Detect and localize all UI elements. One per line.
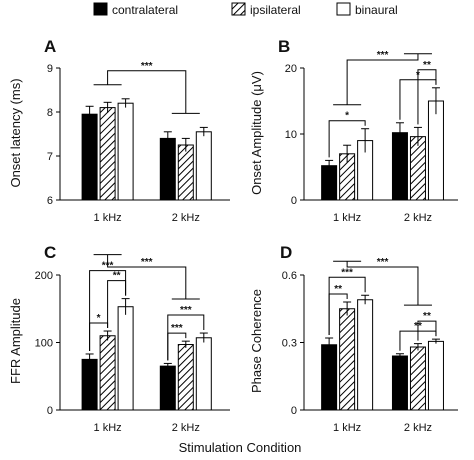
significance-label: *** xyxy=(141,61,153,72)
bar-ipsilateral xyxy=(409,136,426,201)
legend-swatch-contralateral xyxy=(93,2,108,16)
significance-bracket xyxy=(417,320,437,341)
bar-contralateral xyxy=(81,113,98,201)
legend: contralateral ipsilateral binaural xyxy=(93,2,398,17)
y-tick-label: 0 xyxy=(47,405,53,417)
bar-contralateral xyxy=(159,137,176,201)
bar-binaural xyxy=(195,131,212,201)
y-tick-label: 10 xyxy=(285,129,297,141)
bar-ipsilateral xyxy=(99,107,116,201)
significance-bracket xyxy=(346,261,419,306)
significance-bracket xyxy=(346,53,419,105)
significance-bracket xyxy=(417,69,437,125)
y-tick-label: 0 xyxy=(291,405,297,417)
bar-contralateral xyxy=(321,344,338,411)
bar-contralateral xyxy=(81,358,98,411)
significance-bracket xyxy=(328,120,366,158)
x-tick-label: 1 kHz xyxy=(333,422,361,434)
panel-letter-d: D xyxy=(280,243,292,262)
significance-label: *** xyxy=(377,257,389,268)
legend-swatch-binaural xyxy=(336,2,351,16)
significance-label: * xyxy=(345,111,349,122)
y-axis-label-a: Onset latency (ms) xyxy=(8,78,23,187)
bar-binaural xyxy=(357,299,374,411)
y-tick-label: 0.3 xyxy=(282,338,297,350)
bar-contralateral xyxy=(159,365,176,411)
bar-ipsilateral xyxy=(177,344,194,411)
y-tick-label: 100 xyxy=(35,338,53,350)
y-tick-label: 8 xyxy=(47,107,53,119)
bar-binaural xyxy=(195,337,212,411)
bar-contralateral xyxy=(391,132,408,201)
x-tick-label: 1 kHz xyxy=(94,422,122,434)
significance-label: ** xyxy=(334,284,342,295)
bar-ipsilateral xyxy=(99,335,116,411)
legend-label-ipsilateral: ipsilateral xyxy=(250,3,301,17)
legend-label-contralateral: contralateral xyxy=(112,3,178,17)
x-axis-label: Stimulation Condition xyxy=(179,440,302,455)
significance-label: ** xyxy=(423,311,431,322)
panel-d: 00.30.61 kHz 2 kHz************ xyxy=(282,257,458,434)
significance-label: *** xyxy=(377,50,389,61)
legend-swatch-ipsilateral xyxy=(231,2,246,16)
bar-ipsilateral xyxy=(409,346,426,411)
y-axis-label-c: FFR Amplitude xyxy=(8,298,23,384)
bar-binaural xyxy=(427,340,444,411)
y-tick-label: 7 xyxy=(47,151,53,163)
significance-bracket xyxy=(167,314,205,361)
x-tick-label: 1 kHz xyxy=(94,212,122,224)
bar-binaural xyxy=(427,100,444,201)
bar-binaural xyxy=(117,306,134,411)
x-tick-label: 2 kHz xyxy=(404,422,432,434)
bar-contralateral xyxy=(391,355,408,411)
panel-a: 6 7 8 9 1 kHz 2 kHz *** xyxy=(47,61,230,224)
significance-label: * xyxy=(97,313,101,324)
y-tick-label: 0.6 xyxy=(282,270,297,282)
significance-bracket xyxy=(107,70,187,114)
significance-label: ** xyxy=(423,60,431,71)
y-tick-label: 200 xyxy=(35,270,53,282)
significance-label: ** xyxy=(113,271,121,282)
significance-label: *** xyxy=(171,323,183,334)
y-tick-label: 0 xyxy=(291,195,297,207)
bar-binaural xyxy=(117,102,134,201)
x-tick-label: 1 kHz xyxy=(333,212,361,224)
y-axis-label-b: Onset Amplitude (μV) xyxy=(249,71,264,195)
y-tick-label: 20 xyxy=(285,63,297,75)
x-tick-label: 2 kHz xyxy=(172,422,200,434)
significance-bracket xyxy=(328,276,366,335)
x-tick-label: 2 kHz xyxy=(404,212,432,224)
panel-letter-a: A xyxy=(44,37,56,56)
bar-ipsilateral xyxy=(339,308,356,411)
significance-label: *** xyxy=(180,305,192,316)
significance-bracket xyxy=(89,270,127,351)
y-tick-label: 9 xyxy=(47,63,53,75)
significance-label: *** xyxy=(341,267,353,278)
bar-ipsilateral xyxy=(177,144,194,201)
x-tick-label: 2 kHz xyxy=(172,212,200,224)
legend-label-binaural: binaural xyxy=(355,3,398,17)
significance-label: *** xyxy=(141,257,153,268)
panel-letter-b: B xyxy=(278,37,290,56)
y-tick-label: 6 xyxy=(47,195,53,207)
y-axis-label-d: Phase Coherence xyxy=(249,289,264,393)
significance-bracket xyxy=(107,254,187,300)
panel-letter-c: C xyxy=(44,243,56,262)
